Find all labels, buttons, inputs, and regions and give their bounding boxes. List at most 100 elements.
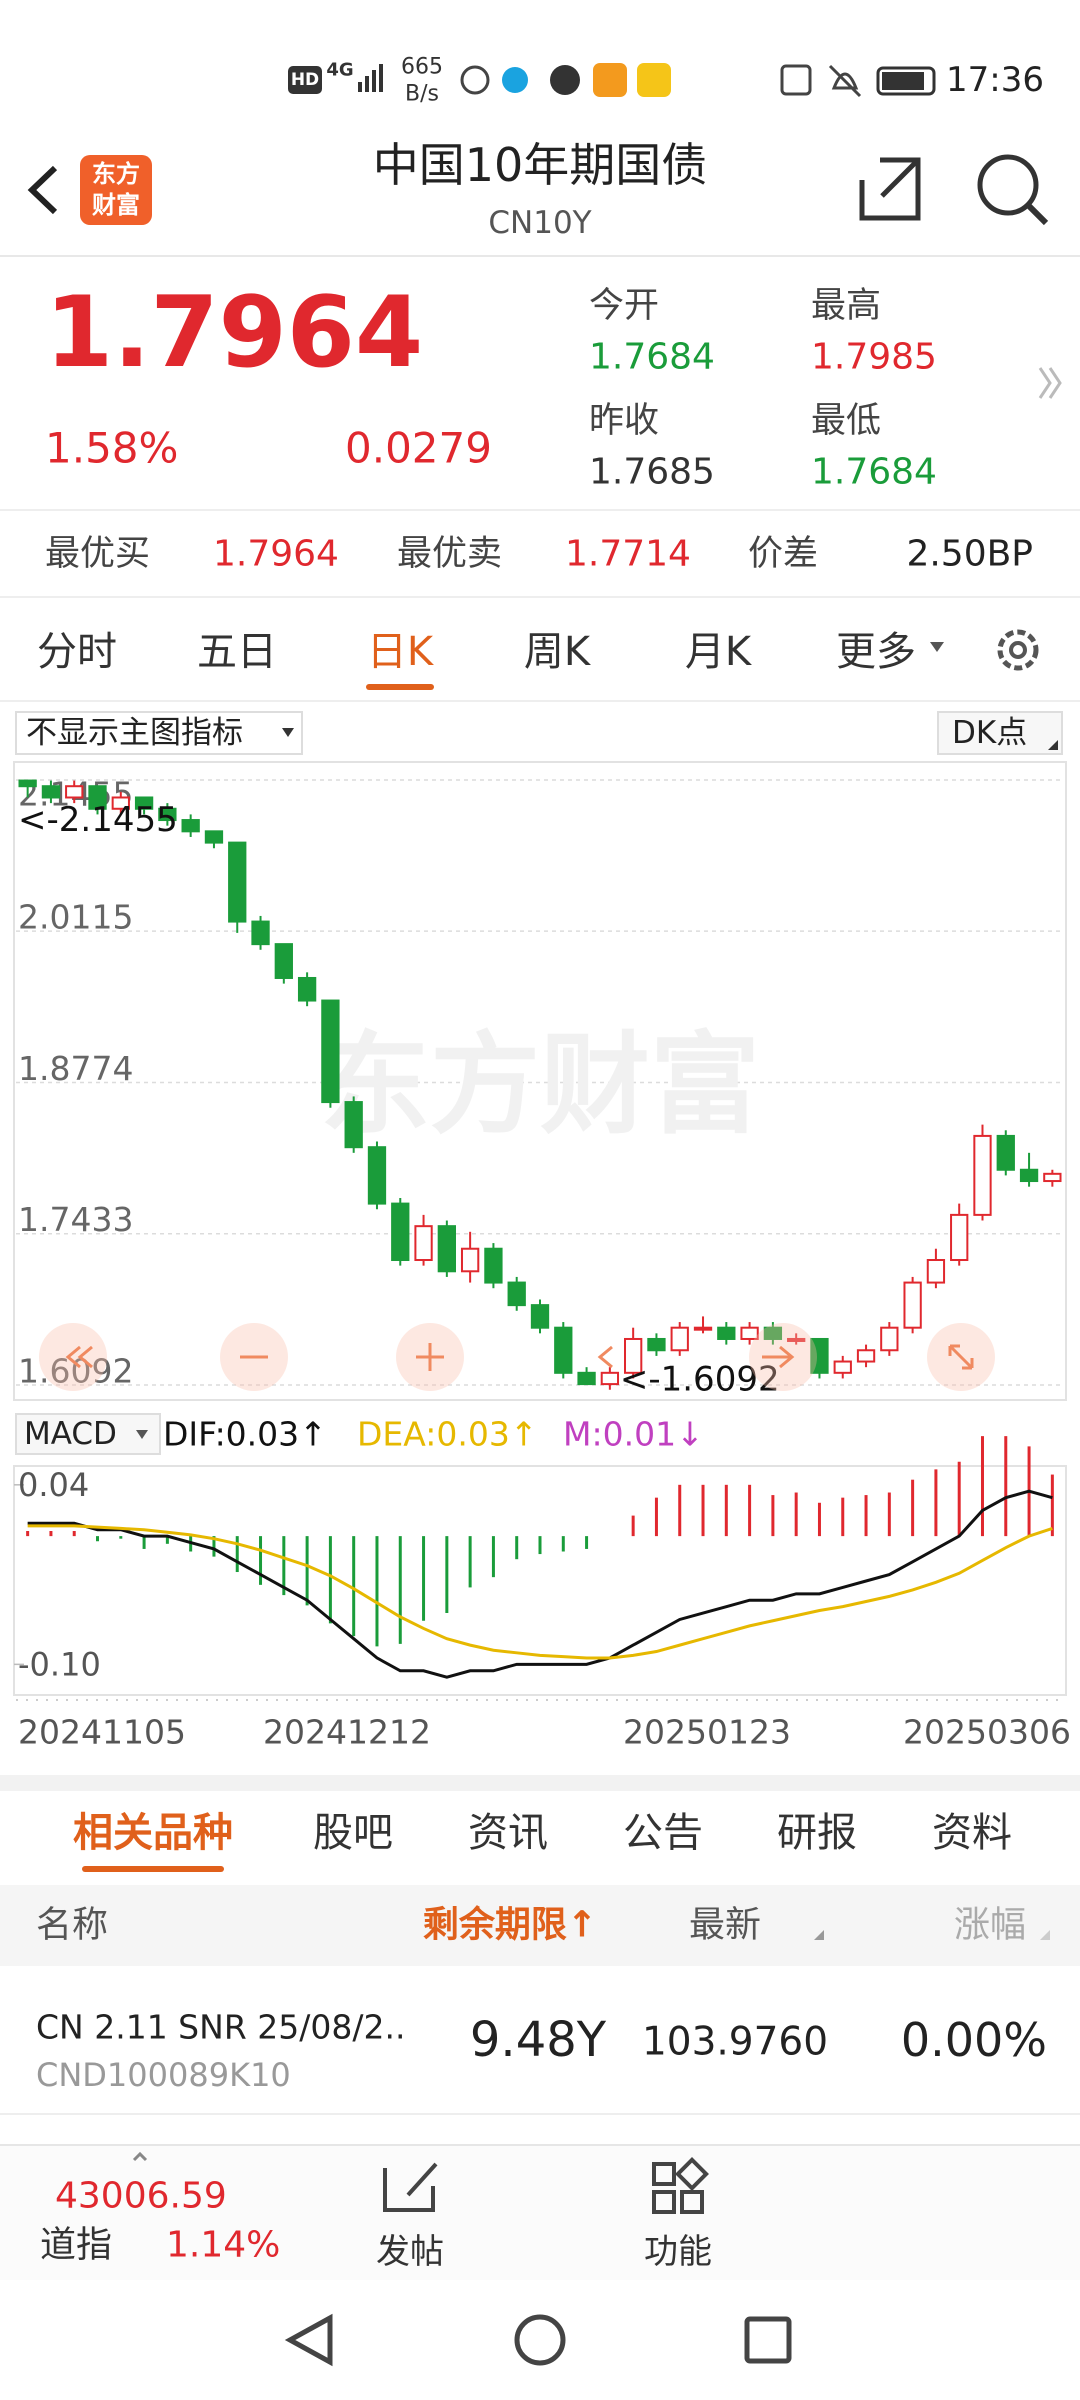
chat-icon	[550, 65, 580, 95]
candle-body	[484, 1247, 503, 1284]
change: 0.0279	[345, 424, 492, 473]
info-tab[interactable]: 相关品种	[73, 1810, 233, 1856]
expand-chevron[interactable]	[1038, 367, 1062, 399]
best-label: 价差	[748, 534, 818, 574]
candle-body	[41, 785, 61, 799]
macd-line	[27, 1524, 1053, 1660]
functions-label[interactable]: 功能	[644, 2232, 712, 2272]
chart-control-icon	[65, 1345, 93, 1369]
max-annotation: <-2.1455	[18, 800, 178, 840]
candle-body	[367, 1146, 387, 1205]
ticker-arrow	[132, 2151, 148, 2162]
sort-icon	[814, 1930, 824, 1940]
x-tick-label: 20241105	[18, 1713, 186, 1752]
candle-body	[274, 943, 293, 979]
nav-back[interactable]	[284, 2313, 333, 2367]
tab-underline	[82, 1866, 224, 1872]
candle-body	[624, 1337, 643, 1374]
x-tick-label: 20241212	[263, 1713, 431, 1752]
index-name: 道指	[40, 2225, 112, 2266]
candle-body	[460, 1247, 480, 1273]
info-tab[interactable]: 资讯	[468, 1810, 548, 1856]
mute-icon	[828, 64, 862, 98]
app-icon	[460, 65, 490, 95]
functions-icon[interactable]	[652, 2157, 709, 2214]
nav-home[interactable]	[514, 2314, 566, 2366]
post-label[interactable]: 发帖	[376, 2232, 444, 2272]
table-header: 涨幅	[954, 1905, 1026, 1946]
candle-body	[134, 796, 154, 810]
stat-value: 1.7985	[811, 337, 937, 378]
candle-body	[880, 1326, 899, 1352]
period-tab[interactable]: 周K	[524, 629, 592, 675]
candle-body	[1019, 1168, 1039, 1183]
chart-control-icon	[597, 1345, 613, 1369]
candle-body	[391, 1202, 410, 1262]
bond-code: CND100089K10	[36, 2056, 291, 2094]
macd-dropdown[interactable]	[15, 1413, 161, 1455]
search-handle	[1025, 202, 1049, 226]
info-tab[interactable]: 研报	[777, 1810, 857, 1856]
clock: 17:36	[946, 60, 1044, 100]
candle-body	[507, 1281, 526, 1307]
candle-body	[530, 1304, 550, 1329]
index-value: 43006.59	[55, 2176, 227, 2217]
y-tick-label: 2.0115	[18, 898, 133, 937]
app-icon	[593, 63, 627, 97]
period-tab[interactable]: 月K	[685, 629, 753, 675]
info-tab[interactable]: 股吧	[313, 1810, 393, 1856]
candle-body	[158, 807, 177, 822]
share-button[interactable]	[859, 157, 921, 221]
chart-control-icon	[948, 1344, 974, 1370]
best-value: 2.50BP	[906, 534, 1033, 575]
stat-label: 今开	[589, 286, 659, 326]
indicator-dropdown[interactable]	[15, 711, 303, 755]
candle-body	[18, 779, 37, 788]
candle-body	[600, 1371, 620, 1386]
nav-bar	[0, 2280, 1080, 2400]
macd-legend: DIF:0.03↑	[163, 1415, 327, 1454]
best-value: 1.7714	[565, 534, 691, 575]
y-tick-label: 1.6092	[18, 1352, 133, 1391]
app-icon	[502, 67, 528, 93]
candle-body	[670, 1326, 689, 1352]
app-logo[interactable]	[80, 155, 152, 225]
back-button[interactable]	[27, 165, 58, 215]
period-tab[interactable]: 五日	[197, 629, 277, 675]
candle-body	[973, 1134, 992, 1216]
logo-text: 东方	[92, 160, 140, 188]
period-tab[interactable]: 日K	[367, 629, 435, 675]
nav-recents[interactable]	[744, 2316, 792, 2364]
net-speed-unit: B/s	[405, 82, 439, 107]
y-tick-label: 0.04	[18, 1466, 89, 1504]
network-type: 4G	[326, 60, 353, 81]
candle-body	[833, 1360, 852, 1374]
candle-body	[996, 1134, 1015, 1171]
table-header: 名称	[36, 1905, 108, 1946]
candle-body	[693, 1326, 713, 1331]
bond-latest: 103.9760	[642, 2020, 828, 2065]
macd-title: MACD	[24, 1416, 117, 1452]
info-tab[interactable]: 资料	[932, 1810, 1012, 1856]
bond-name: CN 2.11 SNR 25/08/2..	[36, 2008, 405, 2047]
candle-body	[856, 1349, 876, 1363]
stat-label: 最低	[811, 401, 881, 441]
candle-body	[297, 976, 317, 1002]
settings-button[interactable]	[997, 629, 1039, 671]
dk-button[interactable]	[937, 711, 1063, 755]
info-tab[interactable]: 公告	[623, 1810, 703, 1856]
y-tick-label: -0.10	[18, 1645, 101, 1683]
candle-body	[181, 819, 200, 833]
candle-body	[647, 1337, 666, 1352]
candle-body	[344, 1101, 363, 1149]
candle-body	[414, 1225, 433, 1262]
period-tab[interactable]: 分时	[37, 629, 117, 675]
post-icon[interactable]	[383, 2162, 438, 2212]
search-button[interactable]	[977, 154, 1039, 216]
candle-body	[926, 1259, 946, 1284]
candle-body	[204, 830, 224, 844]
net-speed: 665	[401, 55, 443, 80]
chart-control[interactable]	[39, 1323, 107, 1391]
period-tab[interactable]: 更多	[836, 629, 916, 675]
